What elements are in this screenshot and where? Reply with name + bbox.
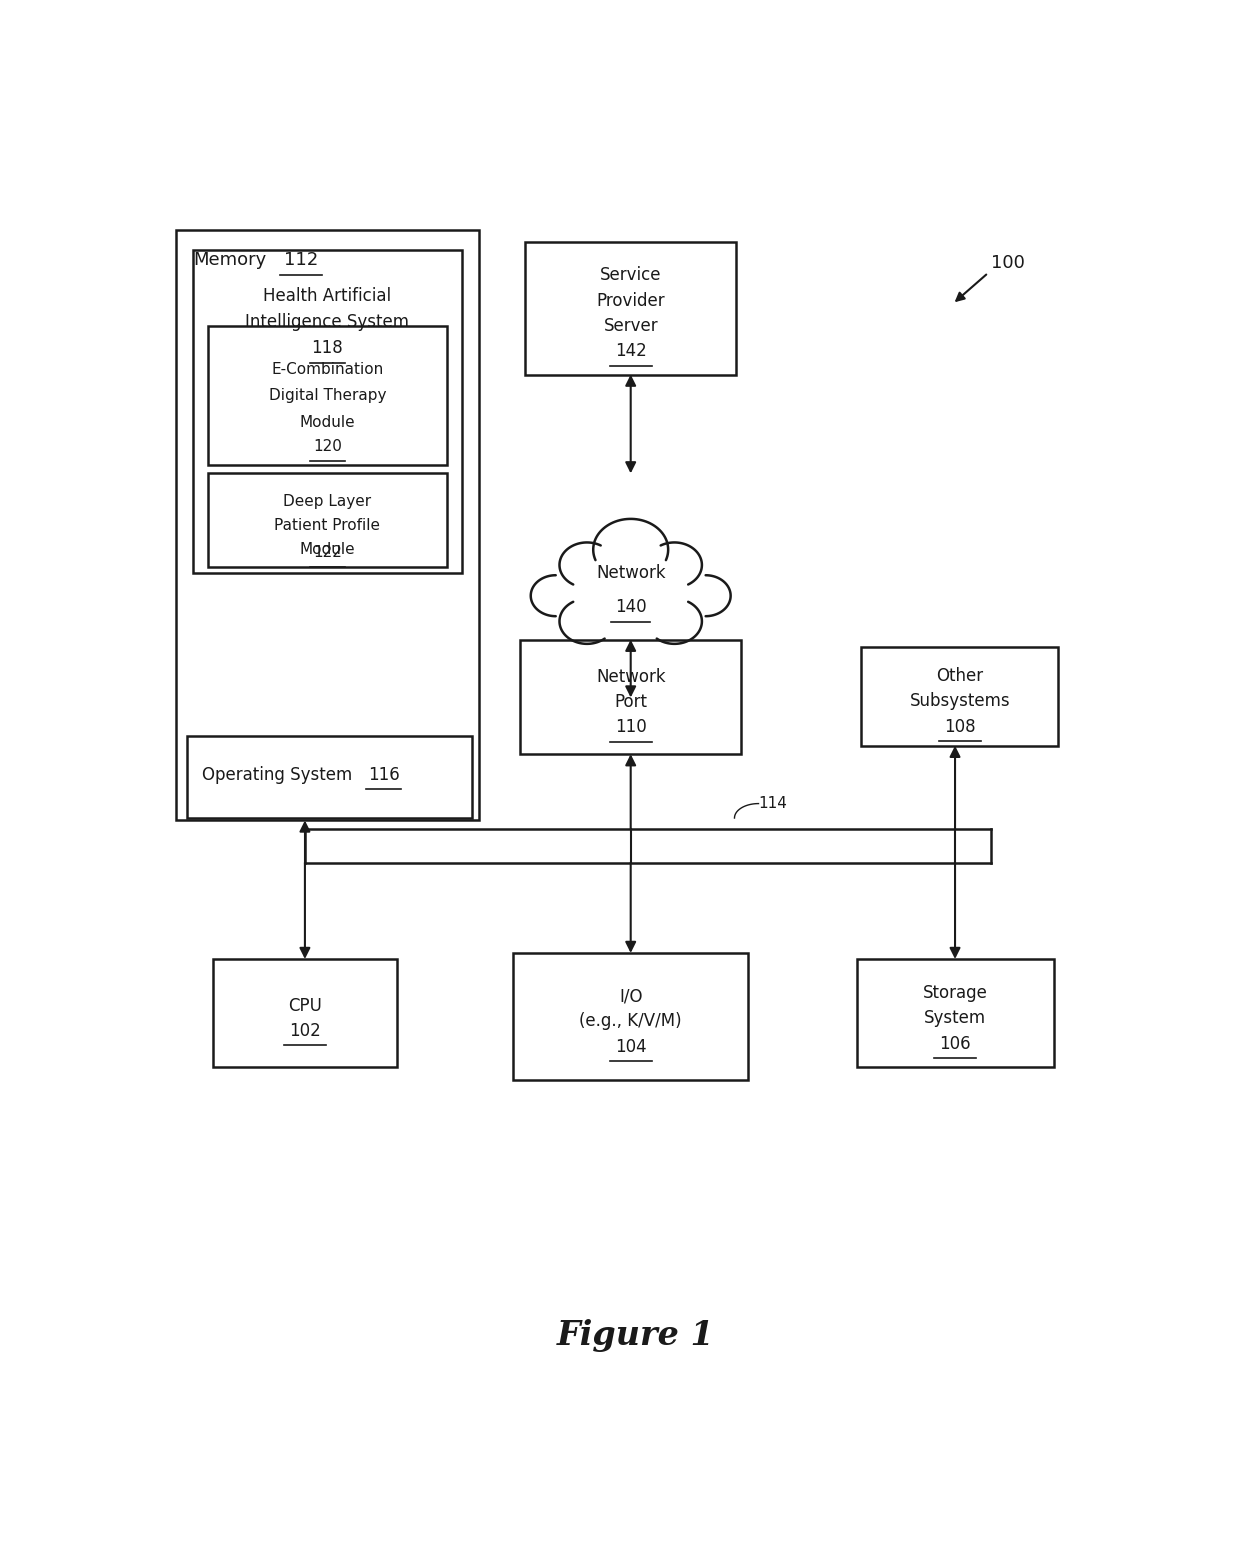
Bar [208, 327, 448, 465]
Text: Operating System: Operating System [202, 765, 352, 784]
Text: (e.g., K/V/M): (e.g., K/V/M) [579, 1013, 682, 1030]
Text: 116: 116 [368, 765, 399, 784]
Text: 102: 102 [289, 1022, 321, 1041]
Bar [193, 250, 461, 573]
Bar [187, 736, 472, 818]
Text: Figure 1: Figure 1 [557, 1318, 714, 1352]
Text: Provider: Provider [596, 291, 665, 310]
Bar [513, 953, 748, 1080]
Text: E-Combination: E-Combination [272, 362, 383, 377]
Text: 122: 122 [312, 546, 342, 560]
Text: Port: Port [614, 693, 647, 711]
Text: System: System [924, 1009, 986, 1027]
Text: Network: Network [596, 668, 666, 685]
Text: Digital Therapy: Digital Therapy [269, 388, 386, 404]
Text: 100: 100 [991, 254, 1025, 271]
Bar [208, 473, 448, 568]
Text: Service: Service [600, 266, 661, 285]
Bar [213, 959, 397, 1067]
Text: 114: 114 [759, 797, 787, 811]
Ellipse shape [596, 521, 666, 577]
Text: 106: 106 [939, 1034, 971, 1053]
Text: 112: 112 [284, 250, 319, 269]
Text: I/O: I/O [619, 988, 642, 1005]
Text: Network: Network [596, 565, 666, 582]
Text: 120: 120 [312, 440, 342, 454]
Bar [525, 243, 737, 374]
Bar [862, 646, 1058, 747]
Ellipse shape [647, 543, 702, 587]
Text: CPU: CPU [288, 997, 322, 1014]
Text: Deep Layer: Deep Layer [284, 493, 372, 509]
Text: 118: 118 [311, 340, 343, 357]
Ellipse shape [531, 576, 580, 617]
Text: Memory: Memory [193, 250, 267, 269]
Ellipse shape [559, 543, 615, 587]
Bar [521, 640, 742, 754]
Ellipse shape [593, 520, 668, 581]
Text: Patient Profile: Patient Profile [274, 518, 381, 532]
Ellipse shape [681, 576, 730, 617]
Text: 142: 142 [615, 343, 646, 360]
Text: Subsystems: Subsystems [909, 692, 1011, 711]
Bar [857, 959, 1054, 1067]
Text: 104: 104 [615, 1038, 646, 1056]
Ellipse shape [649, 545, 699, 585]
Ellipse shape [647, 599, 702, 643]
Ellipse shape [559, 599, 615, 643]
Text: 140: 140 [615, 598, 646, 617]
Text: Module: Module [300, 415, 356, 430]
Text: Health Artificial: Health Artificial [263, 288, 392, 305]
Text: Server: Server [604, 318, 658, 335]
Text: Module: Module [300, 541, 356, 557]
Ellipse shape [533, 577, 579, 615]
Ellipse shape [682, 577, 729, 615]
Text: Storage: Storage [923, 984, 987, 1002]
Ellipse shape [562, 545, 613, 585]
Text: 108: 108 [944, 718, 976, 736]
Ellipse shape [562, 601, 613, 642]
Text: Intelligence System: Intelligence System [246, 313, 409, 330]
Bar [176, 230, 479, 820]
Text: 110: 110 [615, 718, 646, 736]
Ellipse shape [649, 601, 699, 642]
Text: Other: Other [936, 667, 983, 685]
